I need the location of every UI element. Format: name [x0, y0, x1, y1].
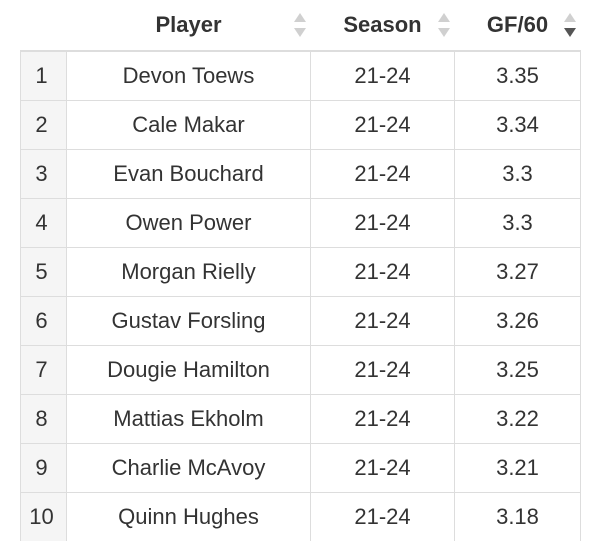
gf60-header-label: GF/60: [486, 12, 549, 37]
rank-cell: 5: [20, 247, 67, 297]
rank-cell: 1: [20, 50, 67, 101]
season-cell: 21-24: [310, 345, 455, 395]
gf60-cell: 3.3: [454, 198, 581, 248]
season-cell: 21-24: [310, 443, 455, 493]
gf60-cell: 3.18: [454, 492, 581, 541]
table-row: 3 Evan Bouchard 21-24 3.3: [20, 149, 581, 199]
table-row: 2 Cale Makar 21-24 3.34: [20, 100, 581, 150]
table-row: 8 Mattias Ekholm 21-24 3.22: [20, 394, 581, 444]
season-cell: 21-24: [310, 50, 455, 101]
rank-column-header: [20, 0, 67, 52]
gf60-cell: 3.34: [454, 100, 581, 150]
player-cell: Dougie Hamilton: [66, 345, 311, 395]
table-row: 9 Charlie McAvoy 21-24 3.21: [20, 443, 581, 493]
player-cell: Owen Power: [66, 198, 311, 248]
table-body: 1 Devon Toews 21-24 3.35 2 Cale Makar 21…: [20, 50, 581, 541]
rank-cell: 6: [20, 296, 67, 346]
rank-cell: 7: [20, 345, 67, 395]
season-column-header[interactable]: Season: [310, 0, 455, 52]
rank-cell: 3: [20, 149, 67, 199]
season-cell: 21-24: [310, 149, 455, 199]
table-row: 6 Gustav Forsling 21-24 3.26: [20, 296, 581, 346]
rank-cell: 4: [20, 198, 67, 248]
stats-table: Player Season: [20, 0, 581, 541]
player-header-label: Player: [155, 12, 222, 37]
player-cell: Cale Makar: [66, 100, 311, 150]
gf60-cell: 3.22: [454, 394, 581, 444]
stats-table-container: Player Season: [20, 0, 591, 541]
gf60-cell: 3.3: [454, 149, 581, 199]
table-row: 7 Dougie Hamilton 21-24 3.25: [20, 345, 581, 395]
season-cell: 21-24: [310, 198, 455, 248]
season-cell: 21-24: [310, 247, 455, 297]
season-cell: 21-24: [310, 394, 455, 444]
table-row: 4 Owen Power 21-24 3.3: [20, 198, 581, 248]
table-header: Player Season: [20, 0, 581, 52]
season-cell: 21-24: [310, 296, 455, 346]
player-cell: Evan Bouchard: [66, 149, 311, 199]
season-cell: 21-24: [310, 100, 455, 150]
gf60-column-header[interactable]: GF/60: [454, 0, 581, 52]
player-cell: Mattias Ekholm: [66, 394, 311, 444]
rank-cell: 2: [20, 100, 67, 150]
table-row: 5 Morgan Rielly 21-24 3.27: [20, 247, 581, 297]
sort-descending-icon[interactable]: [563, 10, 577, 40]
gf60-cell: 3.27: [454, 247, 581, 297]
gf60-cell: 3.25: [454, 345, 581, 395]
header-row: Player Season: [20, 0, 581, 52]
sort-toggle-icon[interactable]: [293, 10, 307, 40]
player-column-header[interactable]: Player: [66, 0, 311, 52]
gf60-cell: 3.35: [454, 50, 581, 101]
season-cell: 21-24: [310, 492, 455, 541]
rank-cell: 9: [20, 443, 67, 493]
player-cell: Quinn Hughes: [66, 492, 311, 541]
rank-cell: 10: [20, 492, 67, 541]
table-row: 1 Devon Toews 21-24 3.35: [20, 50, 581, 101]
season-header-label: Season: [343, 12, 422, 37]
gf60-cell: 3.21: [454, 443, 581, 493]
player-cell: Gustav Forsling: [66, 296, 311, 346]
player-cell: Charlie McAvoy: [66, 443, 311, 493]
rank-cell: 8: [20, 394, 67, 444]
table-row: 10 Quinn Hughes 21-24 3.18: [20, 492, 581, 541]
sort-toggle-icon[interactable]: [437, 10, 451, 40]
player-cell: Morgan Rielly: [66, 247, 311, 297]
gf60-cell: 3.26: [454, 296, 581, 346]
player-cell: Devon Toews: [66, 50, 311, 101]
